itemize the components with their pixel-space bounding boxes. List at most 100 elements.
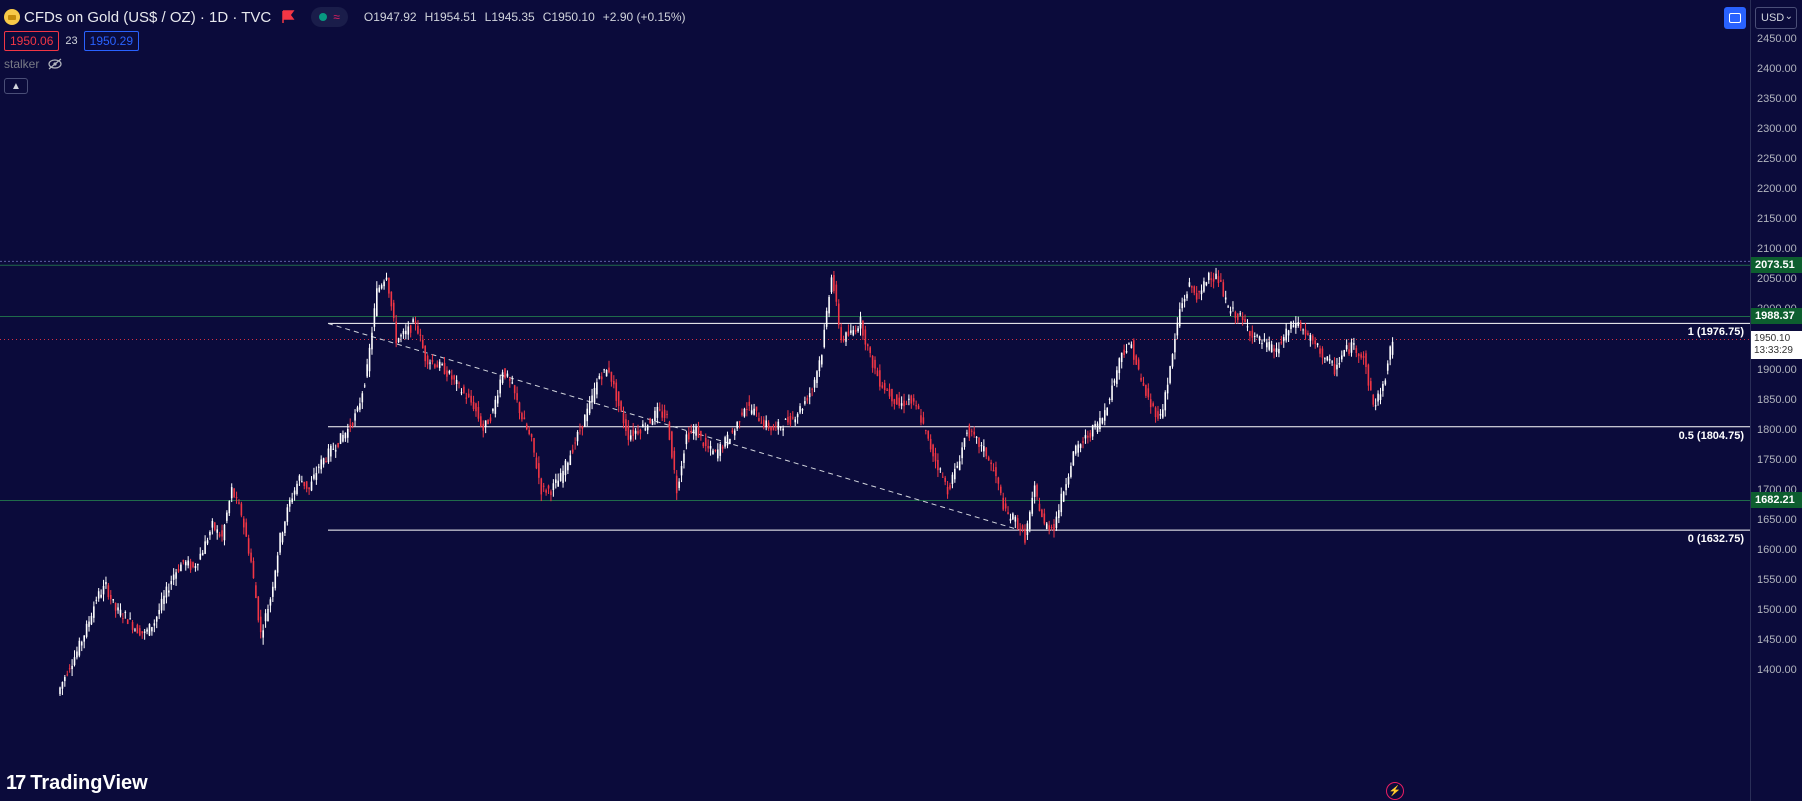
candle-body: [1026, 523, 1029, 536]
candle-body: [1016, 518, 1019, 529]
candle-body: [262, 630, 264, 638]
candle-body: [475, 403, 477, 412]
indicator-name[interactable]: stalker: [4, 57, 40, 71]
candle-body: [489, 417, 492, 422]
lightning-icon[interactable]: ⚡: [1386, 782, 1404, 800]
candle-body: [325, 460, 327, 462]
candle-body: [1386, 363, 1389, 371]
candle-body: [1123, 349, 1125, 356]
candle-body: [632, 429, 634, 436]
candle-body: [842, 339, 845, 341]
candle-body: [917, 405, 920, 410]
candle-body: [748, 401, 751, 406]
candle-body: [1024, 528, 1026, 543]
candle-body: [238, 502, 240, 504]
candle-body: [153, 623, 156, 626]
market-status-pill[interactable]: ≈: [311, 7, 348, 27]
candle-body: [250, 552, 252, 562]
candle-body: [453, 375, 456, 380]
candle-body: [854, 329, 857, 332]
ohlc-open: O1947.92: [363, 10, 417, 24]
candle-body: [1297, 322, 1300, 326]
collapse-legend-button[interactable]: ▲: [4, 78, 28, 94]
price-tick-label: 1850.00: [1757, 393, 1797, 406]
candle-body: [629, 435, 632, 440]
candle-body: [845, 332, 847, 342]
candle-body: [279, 533, 281, 553]
candle-body: [1198, 290, 1200, 293]
candle-body: [1055, 516, 1058, 528]
candle-body: [509, 378, 511, 381]
candle-body: [1108, 399, 1111, 401]
symbol-title[interactable]: CFDs on Gold (US$ / OZ) · 1D · TVC: [24, 8, 272, 26]
candle-body: [209, 531, 211, 536]
buy-price-button[interactable]: 1950.29: [83, 31, 140, 51]
candle-body: [177, 569, 180, 572]
candle-body: [419, 334, 422, 336]
candle-body: [1353, 343, 1355, 345]
candle-body: [905, 403, 908, 405]
sell-price-button[interactable]: 1950.06: [4, 31, 60, 51]
candle-body: [201, 552, 204, 556]
candle-body: [891, 388, 893, 402]
candle-body: [226, 512, 228, 521]
candle-body: [1239, 313, 1242, 315]
candle-body: [80, 641, 83, 646]
candle-body: [301, 481, 303, 483]
tradingview-logo[interactable]: 17 TradingView: [6, 772, 148, 795]
candle-body: [257, 596, 260, 621]
candle-body: [1036, 484, 1038, 497]
price-chart[interactable]: [0, 0, 1750, 801]
candle-body: [1278, 348, 1280, 354]
candle-body: [361, 393, 364, 403]
candle-body: [458, 382, 460, 384]
candle-body: [613, 381, 615, 385]
candle-body: [1159, 414, 1162, 416]
candle-body: [625, 419, 627, 431]
candle-body: [610, 371, 613, 382]
flag-icon[interactable]: [281, 10, 295, 24]
candle-body: [1302, 329, 1304, 331]
candle-body: [1370, 381, 1372, 391]
candle-body: [305, 481, 308, 489]
candle-body: [1321, 348, 1324, 358]
candle-body: [107, 585, 110, 598]
candle-body: [852, 330, 855, 335]
candle-body: [649, 418, 651, 423]
candle-body: [668, 422, 671, 440]
candle-body: [1002, 497, 1005, 510]
candle-body: [540, 478, 543, 495]
candle-body: [823, 329, 826, 348]
candle-body: [828, 296, 830, 314]
candle-body: [888, 389, 891, 397]
candle-body: [530, 434, 533, 437]
candle-body: [487, 420, 489, 425]
candle-body: [395, 321, 397, 344]
ohlc-high: H1954.51: [424, 10, 477, 24]
candle-body: [431, 359, 434, 362]
candle-body: [1220, 280, 1222, 282]
candle-body: [714, 450, 717, 452]
candle-body: [330, 445, 332, 457]
candle-body: [1340, 355, 1343, 360]
candle-body: [199, 553, 202, 560]
candle-body: [934, 453, 937, 462]
candle-body: [1029, 512, 1031, 530]
candle-body: [584, 414, 586, 427]
candle-body: [356, 407, 359, 412]
candle-body: [835, 284, 838, 302]
candle-body: [1210, 278, 1212, 280]
eye-hidden-icon[interactable]: [47, 58, 63, 70]
candle-body: [692, 429, 695, 434]
price-scale[interactable]: 2450.00 2400.00 2350.00 2300.00 2250.00 2200.…: [1750, 0, 1802, 801]
candle-body: [1232, 307, 1234, 309]
chart-area[interactable]: [0, 0, 1750, 801]
candle-body: [230, 487, 233, 499]
chevron-down-icon: ⌄: [1784, 11, 1793, 22]
candle-body: [709, 445, 712, 449]
candle-body: [937, 459, 939, 471]
candle-body: [482, 423, 485, 431]
currency-selector[interactable]: USD ⌄: [1755, 7, 1797, 29]
fullscreen-button[interactable]: [1724, 7, 1746, 29]
brand-name: TradingView: [30, 772, 148, 794]
